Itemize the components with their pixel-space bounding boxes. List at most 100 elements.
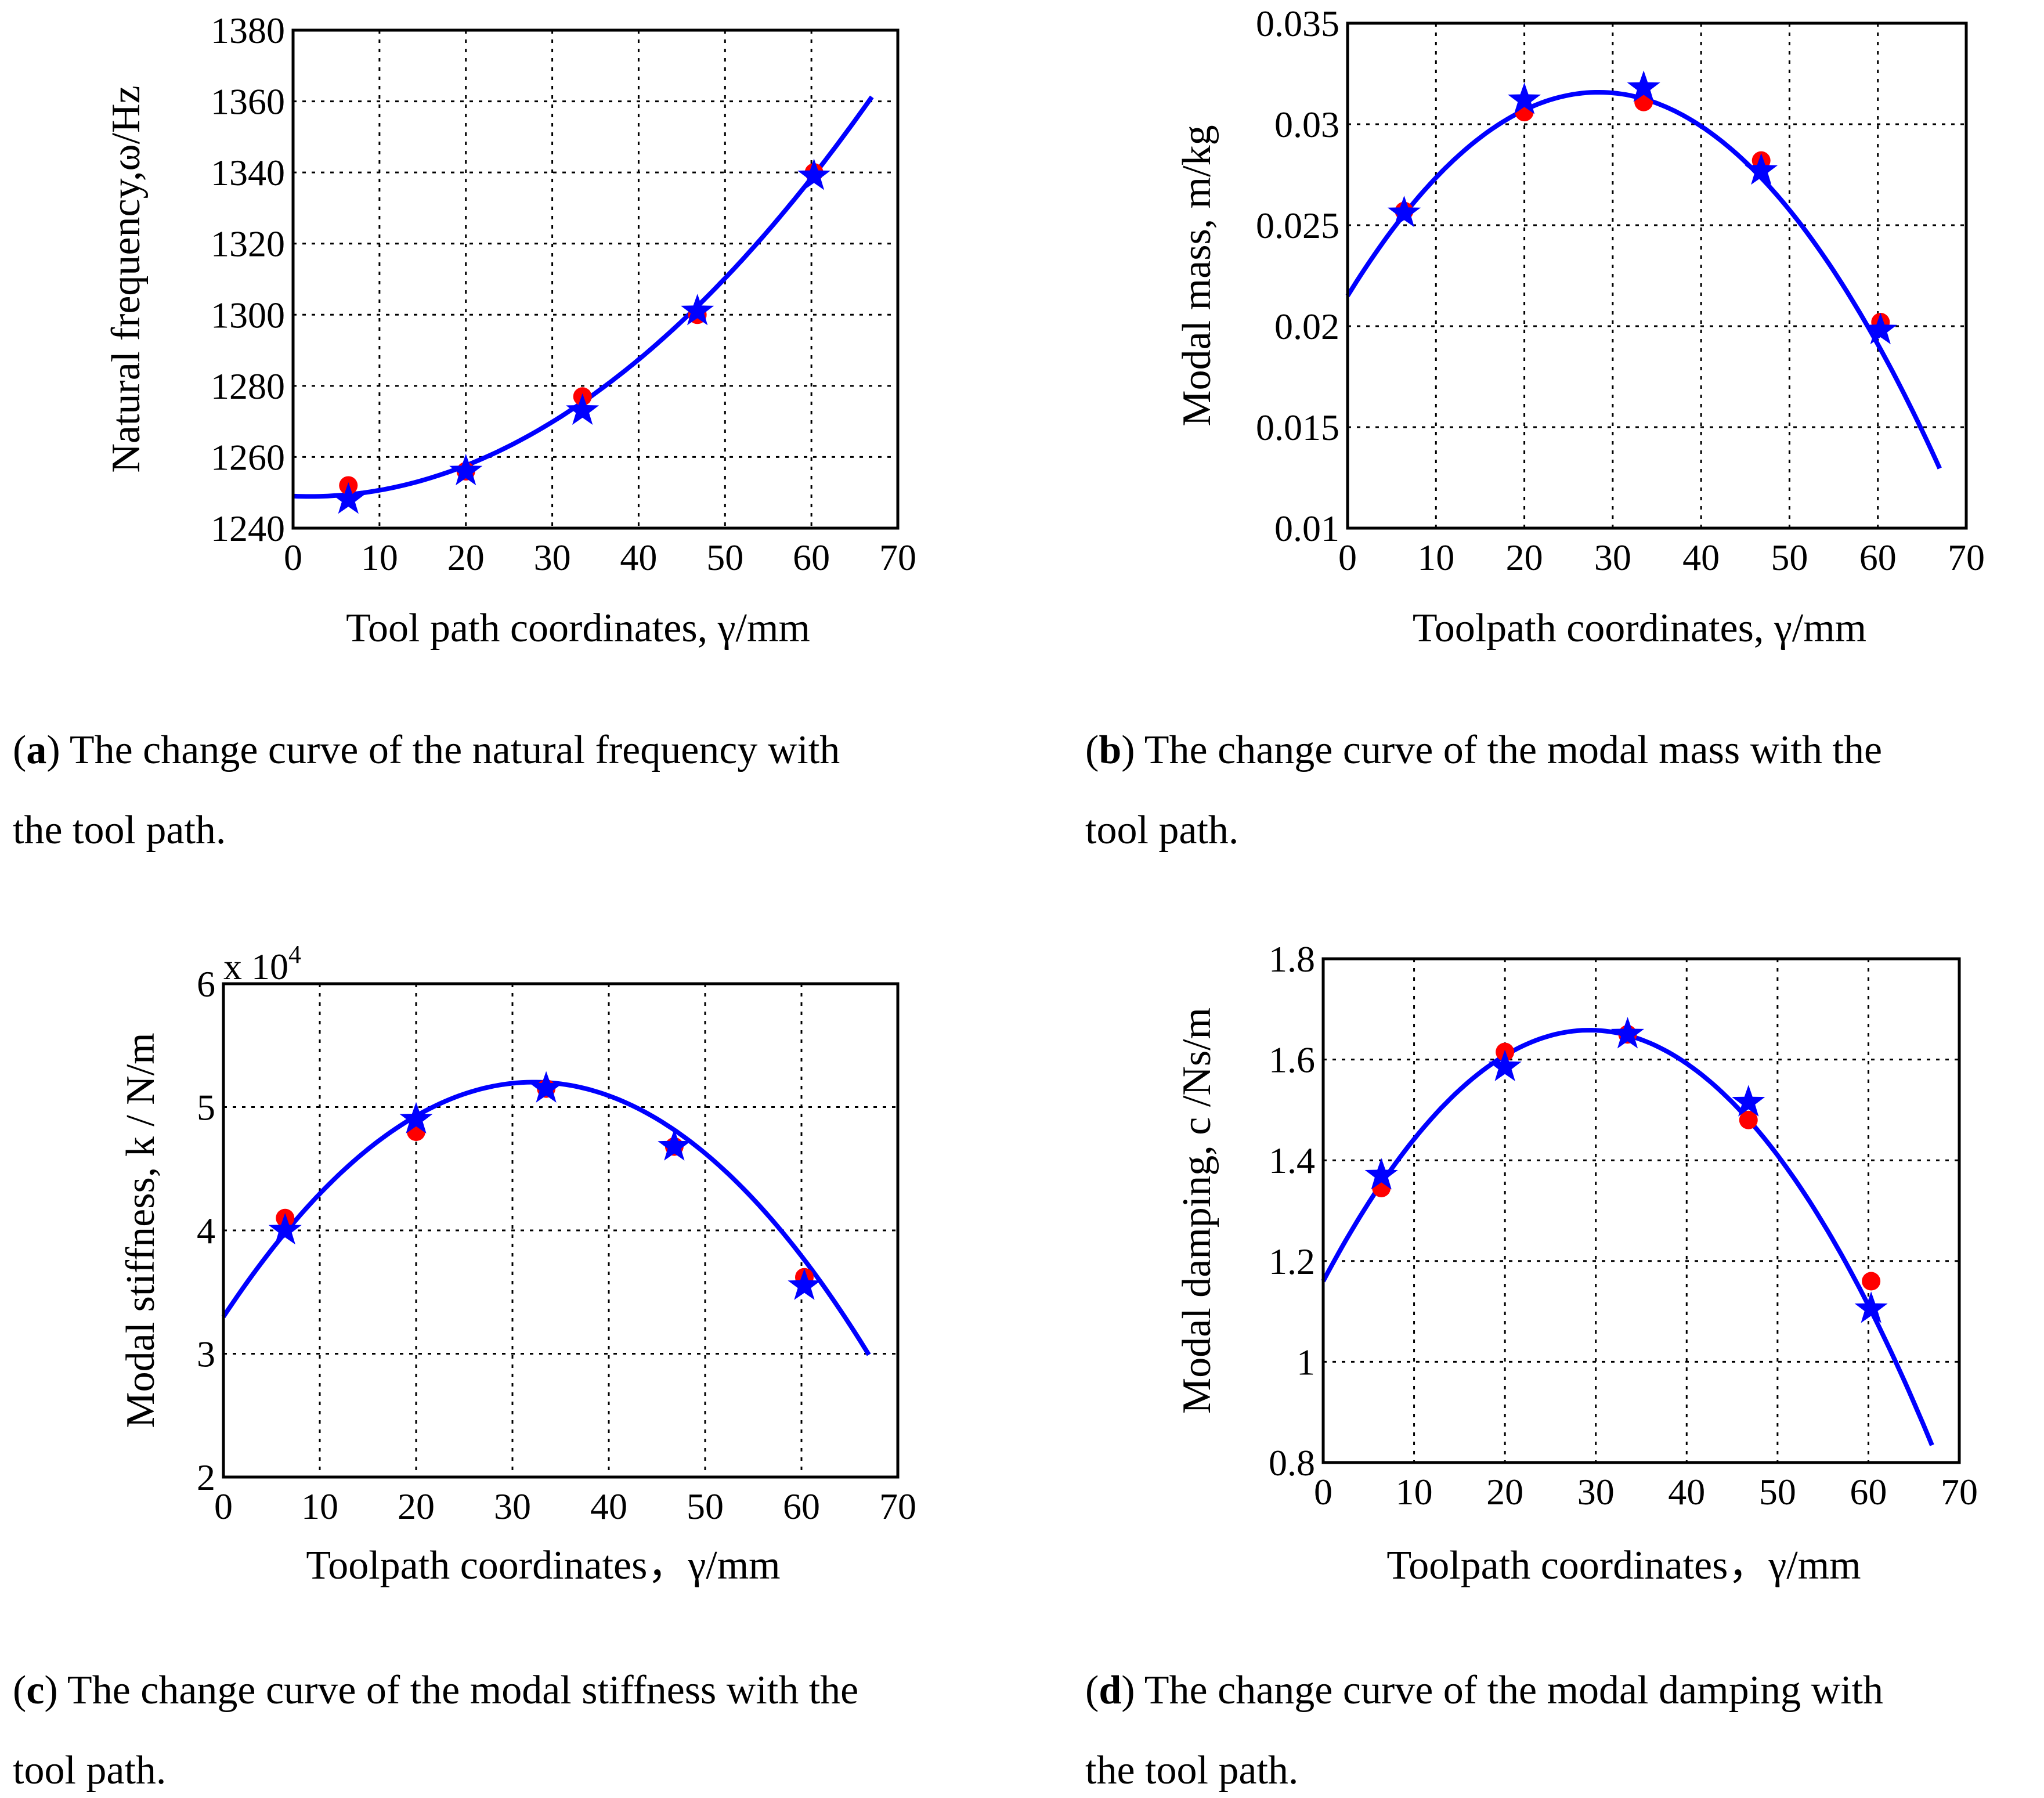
blue-star-point — [331, 482, 365, 514]
figure-caption-line-2: the tool path. — [1085, 1748, 1298, 1793]
figure-caption: (c) The change curve of the modal stiffn… — [13, 1668, 858, 1713]
y-tick-label: 0.01 — [1274, 508, 1339, 549]
y-tick-label: 1260 — [211, 436, 285, 478]
figure-caption: (b) The change curve of the modal mass w… — [1085, 728, 1882, 772]
x-tick-label: 30 — [1577, 1471, 1615, 1512]
x-axis-label: Tool path coordinates, γ/mm — [346, 606, 810, 651]
blue-star-point — [1627, 70, 1660, 102]
chart-c: 0 10 20 30 40 50 60 70 2 3 4 5 6 x 104 Toolpath coordi… — [13, 940, 916, 1793]
y-tick-label: 1.2 — [1269, 1241, 1315, 1282]
figure-caption-line-2: the tool path. — [13, 808, 226, 853]
y-tick-label: 1300 — [211, 294, 285, 335]
figure-caption-line-2: tool path. — [1085, 808, 1238, 853]
x-tick-label: 20 — [447, 537, 485, 578]
x-tick-label: 20 — [1506, 537, 1543, 578]
x-tick-label: 10 — [301, 1486, 338, 1527]
x-tick-label: 40 — [1682, 537, 1720, 578]
plot-frame — [291, 28, 900, 530]
y-tick-label: 0.8 — [1269, 1442, 1315, 1483]
x-tick-label: 60 — [783, 1486, 820, 1527]
y-tick-label: 5 — [197, 1087, 215, 1128]
x-tick-label: 40 — [620, 537, 657, 578]
y-axis-label: Modal mass, m/kg — [1175, 125, 1219, 426]
y-tick-label: 1320 — [211, 223, 285, 265]
y-axis-label: Natural frequency,ω/Hz — [104, 85, 149, 472]
x-tick-label: 30 — [494, 1486, 531, 1527]
plot-frame — [222, 982, 900, 1479]
y-tick-label: 0.035 — [1256, 3, 1339, 44]
x-tick-label: 20 — [1486, 1471, 1523, 1512]
y-tick-label: 1340 — [211, 152, 285, 193]
x-tick-label: 0 — [284, 537, 302, 578]
y-tick-label: 1240 — [211, 508, 285, 549]
x-tick-label: 60 — [793, 537, 830, 578]
x-tick-label: 70 — [879, 1486, 916, 1527]
red-data-point — [1862, 1272, 1881, 1291]
blue-star-point — [1745, 153, 1778, 185]
x-tick-label: 40 — [1668, 1471, 1705, 1512]
y-axis-label: Modal damping, c /Ns/m — [1175, 1008, 1219, 1414]
axis-exponent-label: x 104 — [223, 940, 301, 987]
chart-b: 0 10 20 30 40 50 60 70 0.01 0.015 0.02 0.025 0.03 0.0… — [1085, 3, 1985, 853]
x-tick-label: 50 — [706, 537, 743, 578]
blue-star-point — [797, 158, 831, 190]
y-tick-label: 1380 — [211, 10, 285, 51]
plot-frame — [1321, 957, 1961, 1464]
x-axis-label: Toolpath coordinates，γ/mm — [1386, 1543, 1861, 1588]
y-tick-label: 2 — [197, 1457, 215, 1498]
blue-star-point — [449, 453, 483, 486]
y-tick-label: 1.6 — [1269, 1039, 1315, 1081]
y-tick-label: 1 — [1297, 1341, 1315, 1382]
y-tick-label: 1.8 — [1269, 938, 1315, 980]
y-axis-label: Modal stiffness, k / N/m — [118, 1032, 163, 1428]
blue-star-point — [566, 393, 600, 425]
blue-star-point — [1864, 313, 1897, 345]
blue-star-point — [1732, 1085, 1765, 1117]
x-tick-label: 20 — [398, 1486, 435, 1527]
x-tick-label: 50 — [1759, 1471, 1796, 1512]
figure-caption: (a) The change curve of the natural freq… — [13, 728, 840, 772]
x-tick-label: 40 — [590, 1486, 627, 1527]
blue-star-point — [681, 294, 714, 326]
blue-star-point — [1611, 1017, 1644, 1049]
x-tick-label: 30 — [1594, 537, 1631, 578]
blue-star-point — [1387, 196, 1421, 228]
blue-star-point — [1364, 1158, 1398, 1190]
y-tick-label: 1360 — [211, 81, 285, 122]
chart-a: 0 10 20 30 40 50 60 70 1240 1260 1280 1300 1320 1340 1… — [13, 10, 916, 853]
y-tick-label: 0.025 — [1256, 205, 1339, 246]
fit-curve — [1345, 90, 1942, 470]
blue-star-point — [658, 1129, 691, 1161]
x-tick-label: 70 — [1948, 537, 1985, 578]
blue-star-point — [1488, 1049, 1522, 1081]
x-axis-label: Toolpath coordinates, γ/mm — [1413, 606, 1866, 651]
blue-star-point — [399, 1102, 433, 1133]
fit-curve — [292, 95, 874, 499]
y-tick-label: 4 — [197, 1210, 215, 1251]
y-tick-label: 1280 — [211, 366, 285, 407]
x-tick-label: 60 — [1859, 537, 1897, 578]
figure-caption: (d) The change curve of the modal dampin… — [1085, 1668, 1883, 1713]
red-data-point — [1739, 1110, 1758, 1129]
plot-frame — [1346, 21, 1968, 530]
figure-caption-line-2: tool path. — [13, 1748, 166, 1793]
chart-d: 0 10 20 30 40 50 60 70 0.8 1 1.2 1.4 1.6 1.8 Toolpath … — [1085, 938, 1978, 1793]
x-tick-label: 0 — [214, 1486, 233, 1527]
x-tick-label: 70 — [879, 537, 916, 578]
blue-star-point — [788, 1268, 821, 1300]
x-tick-label: 50 — [1771, 537, 1808, 578]
blue-star-point — [529, 1071, 563, 1103]
x-tick-label: 70 — [1941, 1471, 1978, 1512]
y-tick-label: 0.03 — [1274, 104, 1339, 145]
blue-star-point — [1854, 1291, 1888, 1323]
y-tick-label: 0.015 — [1256, 407, 1339, 448]
x-axis-label: Toolpath coordinates，γ/mm — [306, 1543, 780, 1588]
blue-star-point — [1508, 82, 1541, 114]
x-tick-label: 30 — [534, 537, 571, 578]
x-tick-label: 0 — [1338, 537, 1357, 578]
x-tick-label: 10 — [361, 537, 398, 578]
x-tick-label: 50 — [687, 1486, 724, 1527]
blue-star-point — [268, 1213, 302, 1245]
x-tick-label: 10 — [1417, 537, 1454, 578]
